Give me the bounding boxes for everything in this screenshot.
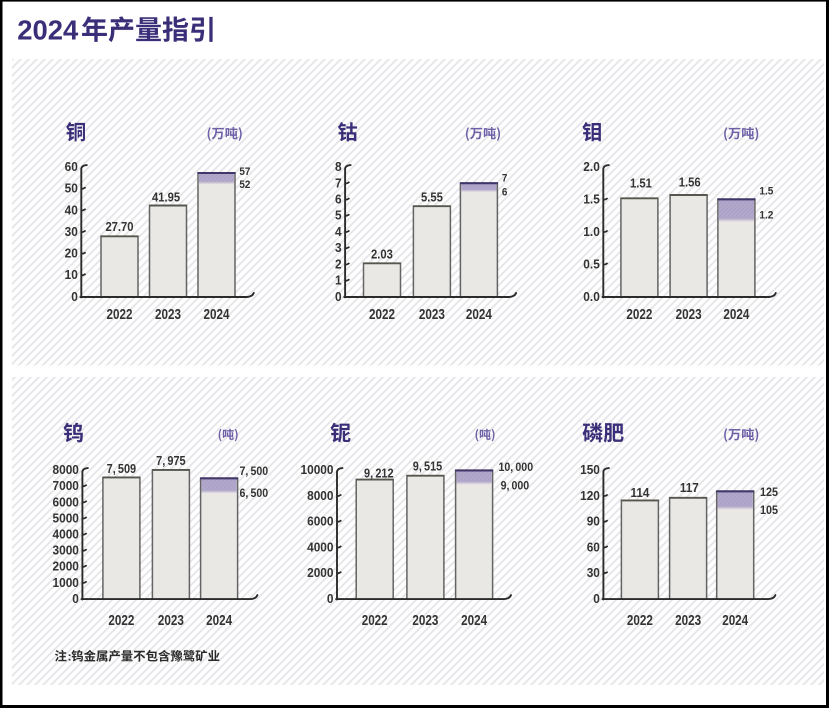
- svg-text:3: 3: [335, 240, 342, 255]
- svg-text:2.03: 2.03: [371, 248, 393, 262]
- svg-text:0: 0: [72, 591, 79, 606]
- svg-text:5000: 5000: [53, 510, 79, 525]
- svg-text:7, 500: 7, 500: [240, 464, 269, 478]
- svg-text:2024: 2024: [206, 613, 232, 629]
- svg-text:4000: 4000: [53, 527, 79, 542]
- svg-text:105: 105: [760, 503, 778, 517]
- svg-text:9, 000: 9, 000: [501, 479, 530, 493]
- svg-text:57: 57: [239, 166, 250, 178]
- svg-text:1: 1: [335, 273, 342, 288]
- svg-text:7, 509: 7, 509: [107, 462, 137, 476]
- svg-text:90: 90: [587, 514, 600, 529]
- svg-text:2022: 2022: [626, 307, 652, 323]
- svg-text:1.5: 1.5: [759, 186, 773, 198]
- svg-text:9, 212: 9, 212: [364, 466, 394, 480]
- svg-text:2000: 2000: [307, 565, 333, 580]
- svg-text:0: 0: [327, 591, 334, 606]
- svg-text:5: 5: [335, 208, 342, 223]
- svg-text:2: 2: [335, 256, 342, 271]
- svg-text:41.95: 41.95: [152, 190, 180, 204]
- svg-text:2023: 2023: [676, 307, 702, 323]
- svg-text:6: 6: [335, 192, 342, 207]
- svg-text:120: 120: [580, 488, 600, 503]
- svg-text:30: 30: [65, 224, 78, 239]
- svg-text:0: 0: [593, 591, 600, 606]
- svg-text:2023: 2023: [155, 307, 181, 323]
- svg-text:8000: 8000: [53, 462, 79, 477]
- svg-text:10: 10: [65, 267, 78, 282]
- svg-text:0.0: 0.0: [583, 289, 600, 304]
- svg-text:10, 000: 10, 000: [499, 460, 534, 474]
- svg-text:30: 30: [587, 565, 600, 580]
- svg-text:6, 500: 6, 500: [240, 486, 269, 500]
- svg-text:6000: 6000: [307, 514, 333, 529]
- svg-text:60: 60: [65, 159, 78, 174]
- svg-text:125: 125: [760, 485, 778, 499]
- svg-text:2024: 2024: [204, 307, 230, 323]
- svg-text:2000: 2000: [53, 559, 79, 574]
- svg-text:7: 7: [502, 173, 508, 185]
- svg-text:2024: 2024: [723, 307, 749, 323]
- svg-text:10000: 10000: [301, 462, 334, 477]
- svg-text:6: 6: [502, 186, 508, 198]
- svg-text:5.55: 5.55: [421, 191, 443, 205]
- svg-text:27.70: 27.70: [105, 220, 133, 234]
- svg-text:2023: 2023: [419, 307, 445, 323]
- svg-text:50: 50: [65, 181, 78, 196]
- svg-text:2024: 2024: [722, 613, 748, 629]
- svg-text:2024: 2024: [17, 14, 78, 45]
- svg-text:1.56: 1.56: [679, 175, 701, 189]
- svg-text:2022: 2022: [108, 613, 134, 629]
- svg-text:4: 4: [335, 224, 342, 239]
- svg-text:2024: 2024: [466, 307, 492, 323]
- svg-text:2023: 2023: [675, 613, 701, 629]
- svg-text:3000: 3000: [53, 543, 79, 558]
- svg-text:117: 117: [680, 481, 699, 495]
- svg-text:1000: 1000: [53, 575, 79, 590]
- svg-text:2022: 2022: [107, 307, 133, 323]
- svg-text:7, 975: 7, 975: [156, 454, 186, 468]
- svg-text:2022: 2022: [369, 307, 395, 323]
- svg-text:20: 20: [65, 246, 78, 261]
- svg-text:150: 150: [580, 462, 600, 477]
- svg-text:1.2: 1.2: [759, 209, 773, 221]
- svg-text:4000: 4000: [307, 539, 333, 554]
- svg-text:1.5: 1.5: [583, 192, 600, 207]
- svg-text:40: 40: [65, 202, 78, 217]
- svg-text:1.51: 1.51: [630, 176, 652, 190]
- svg-text:7: 7: [335, 175, 342, 190]
- svg-text:2022: 2022: [627, 613, 653, 629]
- svg-text:2024: 2024: [461, 613, 487, 629]
- svg-text:7000: 7000: [53, 478, 79, 493]
- svg-text:8: 8: [335, 159, 342, 174]
- svg-text:2022: 2022: [362, 613, 388, 629]
- svg-text:8000: 8000: [307, 488, 333, 503]
- svg-text:60: 60: [587, 539, 600, 554]
- svg-text::: :: [68, 650, 72, 664]
- svg-text:114: 114: [631, 486, 650, 500]
- svg-text:52: 52: [239, 179, 250, 191]
- svg-text:2.0: 2.0: [583, 159, 600, 174]
- svg-text:0.5: 0.5: [583, 256, 600, 271]
- svg-text:6000: 6000: [53, 494, 79, 509]
- svg-text:2023: 2023: [412, 613, 438, 629]
- svg-text:1.0: 1.0: [583, 224, 600, 239]
- svg-text:9, 515: 9, 515: [413, 460, 443, 474]
- svg-text:2023: 2023: [158, 613, 184, 629]
- svg-text:0: 0: [71, 289, 78, 304]
- svg-text:0: 0: [335, 289, 342, 304]
